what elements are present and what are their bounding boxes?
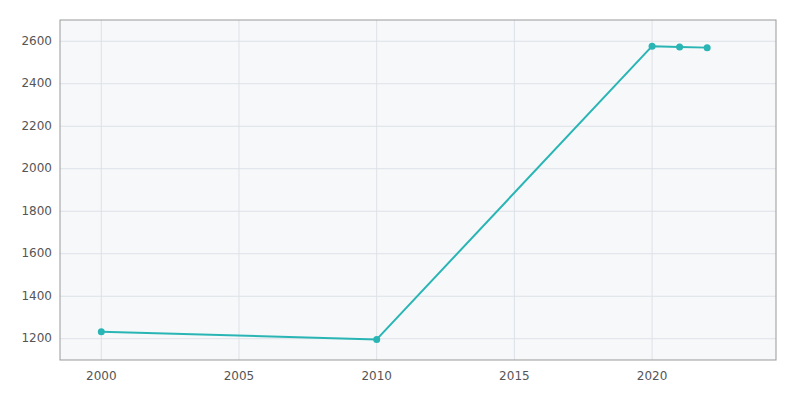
x-tick-label: 2020 bbox=[637, 369, 668, 383]
y-grid-line bbox=[60, 253, 776, 254]
x-tick-label: 2005 bbox=[224, 369, 255, 383]
y-tick-label: 2600 bbox=[21, 34, 52, 48]
x-grid-line bbox=[514, 20, 515, 360]
y-tick-label: 1200 bbox=[21, 331, 52, 345]
x-tick-label: 2010 bbox=[361, 369, 392, 383]
grid bbox=[60, 20, 776, 360]
y-tick-label: 1600 bbox=[21, 246, 52, 260]
x-tick-label: 2000 bbox=[86, 369, 117, 383]
chart-svg: 1200 1400 1600 1800 2000 2200 2400 2600 2000 2005… bbox=[0, 0, 800, 400]
data-point bbox=[98, 328, 105, 335]
y-grid-line bbox=[60, 41, 776, 42]
data-line bbox=[101, 46, 707, 339]
data-point bbox=[373, 336, 380, 343]
data-point bbox=[676, 43, 683, 50]
axes: 1200 1400 1600 1800 2000 2200 2400 2600 2000 2005… bbox=[21, 20, 776, 383]
y-grid-line bbox=[60, 211, 776, 212]
y-tick-label: 2000 bbox=[21, 161, 52, 175]
y-grid-line bbox=[60, 126, 776, 127]
y-tick-label: 1400 bbox=[21, 289, 52, 303]
x-grid-line bbox=[376, 20, 377, 360]
y-grid-line bbox=[60, 338, 776, 339]
x-tick-label: 2015 bbox=[499, 369, 530, 383]
plot-frame bbox=[60, 20, 776, 360]
y-tick-label: 2400 bbox=[21, 76, 52, 90]
y-tick-label: 1800 bbox=[21, 204, 52, 218]
data-layer bbox=[98, 43, 711, 343]
plot-background bbox=[60, 20, 776, 360]
chart-container: 1200 1400 1600 1800 2000 2200 2400 2600 2000 2005… bbox=[0, 0, 800, 400]
x-grid-line bbox=[652, 20, 653, 360]
data-point bbox=[704, 44, 711, 51]
y-tick-label: 2200 bbox=[21, 119, 52, 133]
y-grid-line bbox=[60, 83, 776, 84]
data-point bbox=[649, 43, 656, 50]
x-grid-line bbox=[239, 20, 240, 360]
page: {"chart_data": {"type": "line", "x": [20… bbox=[0, 0, 800, 400]
x-grid-line bbox=[101, 20, 102, 360]
y-grid-line bbox=[60, 168, 776, 169]
